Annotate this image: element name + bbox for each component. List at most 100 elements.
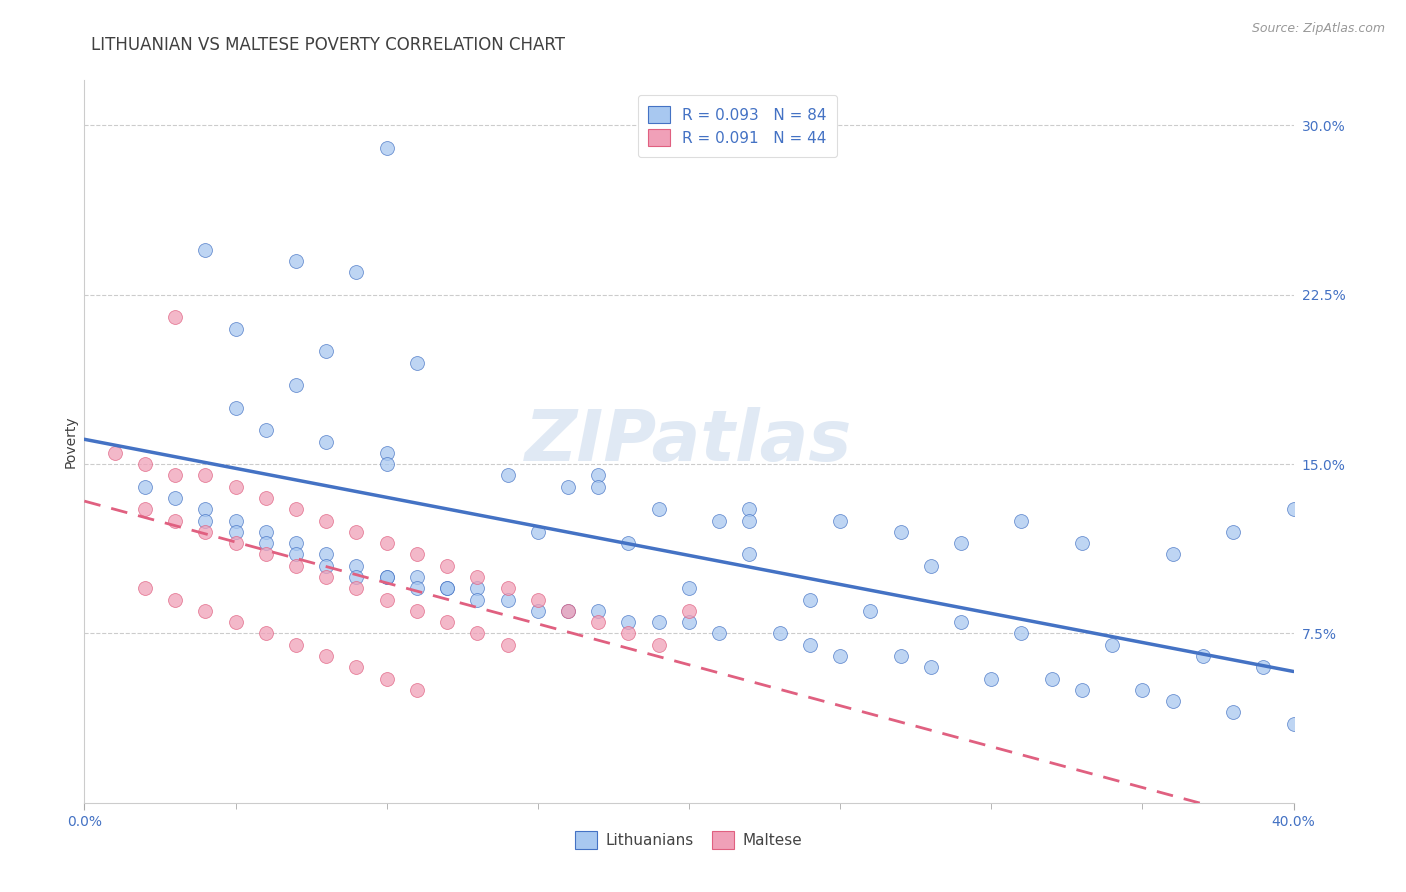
Point: [1161, 694, 1184, 708]
Point: [1253, 660, 1275, 674]
Point: [285, 502, 308, 516]
Point: [527, 592, 550, 607]
Point: [588, 615, 610, 630]
Point: [254, 423, 277, 437]
Point: [588, 468, 610, 483]
Point: [406, 582, 429, 596]
Point: [406, 355, 429, 369]
Point: [194, 502, 217, 516]
Point: [1282, 502, 1305, 516]
Point: [375, 446, 398, 460]
Point: [1222, 706, 1244, 720]
Point: [225, 480, 247, 494]
Point: [830, 514, 852, 528]
Point: [557, 480, 579, 494]
Point: [104, 446, 127, 460]
Point: [315, 570, 337, 584]
Point: [134, 457, 156, 471]
Point: [617, 536, 640, 550]
Point: [557, 604, 579, 618]
Point: [709, 626, 731, 640]
Point: [346, 265, 368, 279]
Point: [799, 638, 821, 652]
Point: [980, 672, 1002, 686]
Point: [678, 582, 700, 596]
Point: [830, 648, 852, 663]
Point: [1222, 524, 1244, 539]
Point: [315, 558, 337, 573]
Point: [769, 626, 792, 640]
Point: [436, 582, 458, 596]
Point: [134, 480, 156, 494]
Point: [315, 514, 337, 528]
Point: [467, 626, 489, 640]
Point: [588, 604, 610, 618]
Point: [254, 548, 277, 562]
Point: [165, 514, 187, 528]
Point: [254, 536, 277, 550]
Point: [285, 253, 308, 268]
Point: [1101, 638, 1123, 652]
Point: [1282, 716, 1305, 731]
Y-axis label: Poverty: Poverty: [63, 416, 77, 467]
Point: [950, 615, 973, 630]
Point: [436, 582, 458, 596]
Point: [375, 457, 398, 471]
Point: [375, 536, 398, 550]
Point: [375, 672, 398, 686]
Point: [1071, 682, 1094, 697]
Point: [346, 582, 368, 596]
Point: [375, 592, 398, 607]
Point: [315, 434, 337, 449]
Point: [1040, 672, 1063, 686]
Point: [436, 615, 458, 630]
Point: [285, 548, 308, 562]
Point: [496, 592, 519, 607]
Point: [254, 524, 277, 539]
Point: [648, 502, 671, 516]
Point: [285, 378, 308, 392]
Point: [467, 582, 489, 596]
Legend: Lithuanians, Maltese: Lithuanians, Maltese: [568, 823, 810, 856]
Point: [406, 604, 429, 618]
Point: [315, 344, 337, 359]
Point: [920, 558, 942, 573]
Point: [225, 321, 247, 335]
Point: [165, 592, 187, 607]
Point: [375, 141, 398, 155]
Point: [1130, 682, 1153, 697]
Point: [496, 582, 519, 596]
Point: [738, 514, 761, 528]
Point: [890, 524, 912, 539]
Point: [346, 558, 368, 573]
Point: [496, 468, 519, 483]
Point: [194, 514, 217, 528]
Point: [254, 491, 277, 505]
Point: [557, 604, 579, 618]
Point: [194, 468, 217, 483]
Point: [678, 604, 700, 618]
Point: [225, 536, 247, 550]
Point: [165, 491, 187, 505]
Point: [617, 626, 640, 640]
Text: LITHUANIAN VS MALTESE POVERTY CORRELATION CHART: LITHUANIAN VS MALTESE POVERTY CORRELATIO…: [91, 36, 565, 54]
Point: [1161, 548, 1184, 562]
Point: [799, 592, 821, 607]
Point: [194, 524, 217, 539]
Point: [920, 660, 942, 674]
Point: [1192, 648, 1215, 663]
Point: [254, 626, 277, 640]
Point: [375, 570, 398, 584]
Point: [467, 570, 489, 584]
Point: [738, 502, 761, 516]
Point: [225, 514, 247, 528]
Point: [194, 243, 217, 257]
Point: [285, 558, 308, 573]
Point: [165, 468, 187, 483]
Point: [225, 401, 247, 415]
Text: ZIPatlas: ZIPatlas: [526, 407, 852, 476]
Point: [890, 648, 912, 663]
Point: [285, 638, 308, 652]
Point: [134, 502, 156, 516]
Point: [285, 536, 308, 550]
